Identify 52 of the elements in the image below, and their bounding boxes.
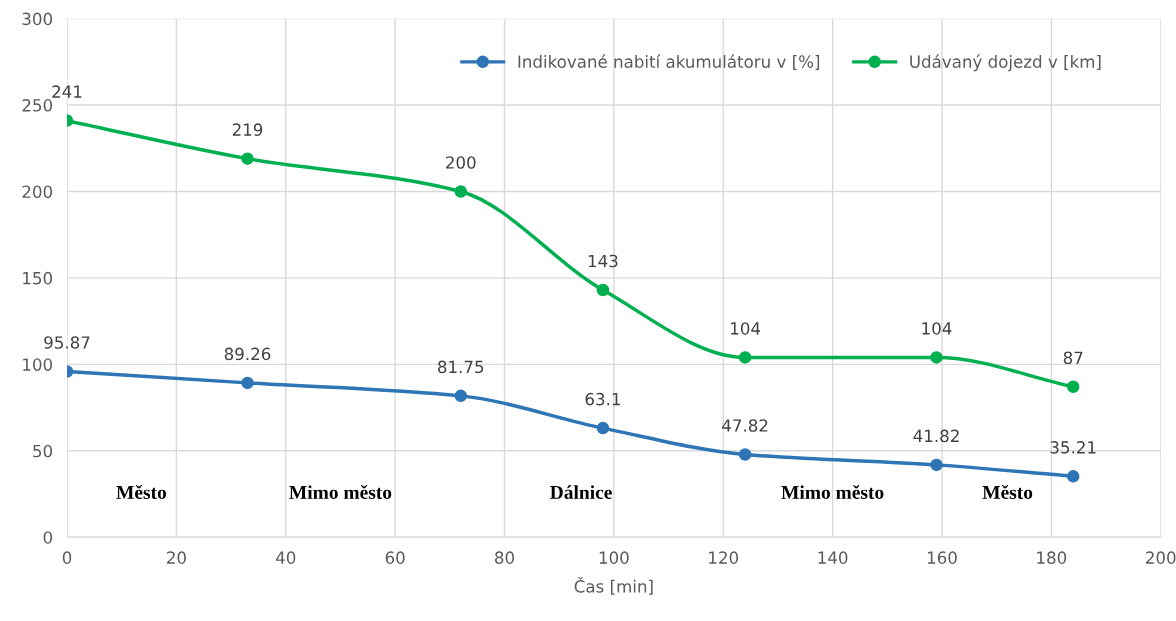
data-label: 143 <box>588 254 618 268</box>
annotation: Dálnice <box>550 485 612 499</box>
data-label: 41.82 <box>913 429 959 443</box>
data-label: 87 <box>1063 351 1083 365</box>
annotation: Mimo město <box>781 485 884 499</box>
data-label: 104 <box>922 322 952 335</box>
point <box>241 376 254 390</box>
y-tick-label: 200 <box>22 185 53 199</box>
y-tick-label: 50 <box>33 444 53 458</box>
x-tick-label: 40 <box>275 551 296 564</box>
data-label: 200 <box>446 156 476 169</box>
data-label: 95.87 <box>44 336 90 349</box>
x-tick-label: 140 <box>818 551 848 564</box>
annotation: Mimo město <box>289 485 392 499</box>
point <box>596 283 610 297</box>
data-label: 89.26 <box>224 347 271 361</box>
point <box>241 152 254 165</box>
point <box>454 389 468 403</box>
annotation: Město <box>982 485 1033 499</box>
x-tick-label: 80 <box>495 551 514 564</box>
x-tick-label: 180 <box>1037 551 1067 564</box>
x-tick-label: 60 <box>385 551 405 564</box>
y-tick-label: 100 <box>23 358 53 371</box>
data-label: 35.21 <box>1050 441 1096 454</box>
x-tick-label: 160 <box>927 551 957 564</box>
y-tick-label: 300 <box>22 12 53 26</box>
point <box>930 458 943 472</box>
x-tick-label: 120 <box>709 551 739 564</box>
point <box>738 448 752 461</box>
data-label: 241 <box>52 85 82 98</box>
legend-label: Udávaný dojezd v [km] <box>910 54 1101 72</box>
point <box>1066 380 1080 394</box>
point <box>738 351 752 364</box>
point <box>596 421 610 435</box>
x-tick-label: 100 <box>599 551 629 564</box>
y-tick-label: 0 <box>43 531 53 544</box>
data-label: 81.75 <box>438 360 484 374</box>
x-tick-label: 0 <box>62 551 72 564</box>
data-label: 47.82 <box>722 419 768 432</box>
data-label: 63.1 <box>585 392 620 406</box>
x-tick-label: 20 <box>167 551 186 564</box>
legend-label: Indikované nabití akumulátoru v [%] <box>518 54 820 70</box>
point <box>930 351 943 364</box>
x-tick-label: 200 <box>1146 551 1176 564</box>
x-axis-title: Čas [min] <box>574 577 653 595</box>
y-tick-label: 250 <box>22 99 53 112</box>
data-label: 219 <box>232 123 263 136</box>
annotation: Město <box>116 485 167 499</box>
point <box>454 185 468 198</box>
point <box>1066 470 1080 483</box>
y-tick-label: 150 <box>23 271 53 285</box>
data-label: 104 <box>731 322 761 335</box>
